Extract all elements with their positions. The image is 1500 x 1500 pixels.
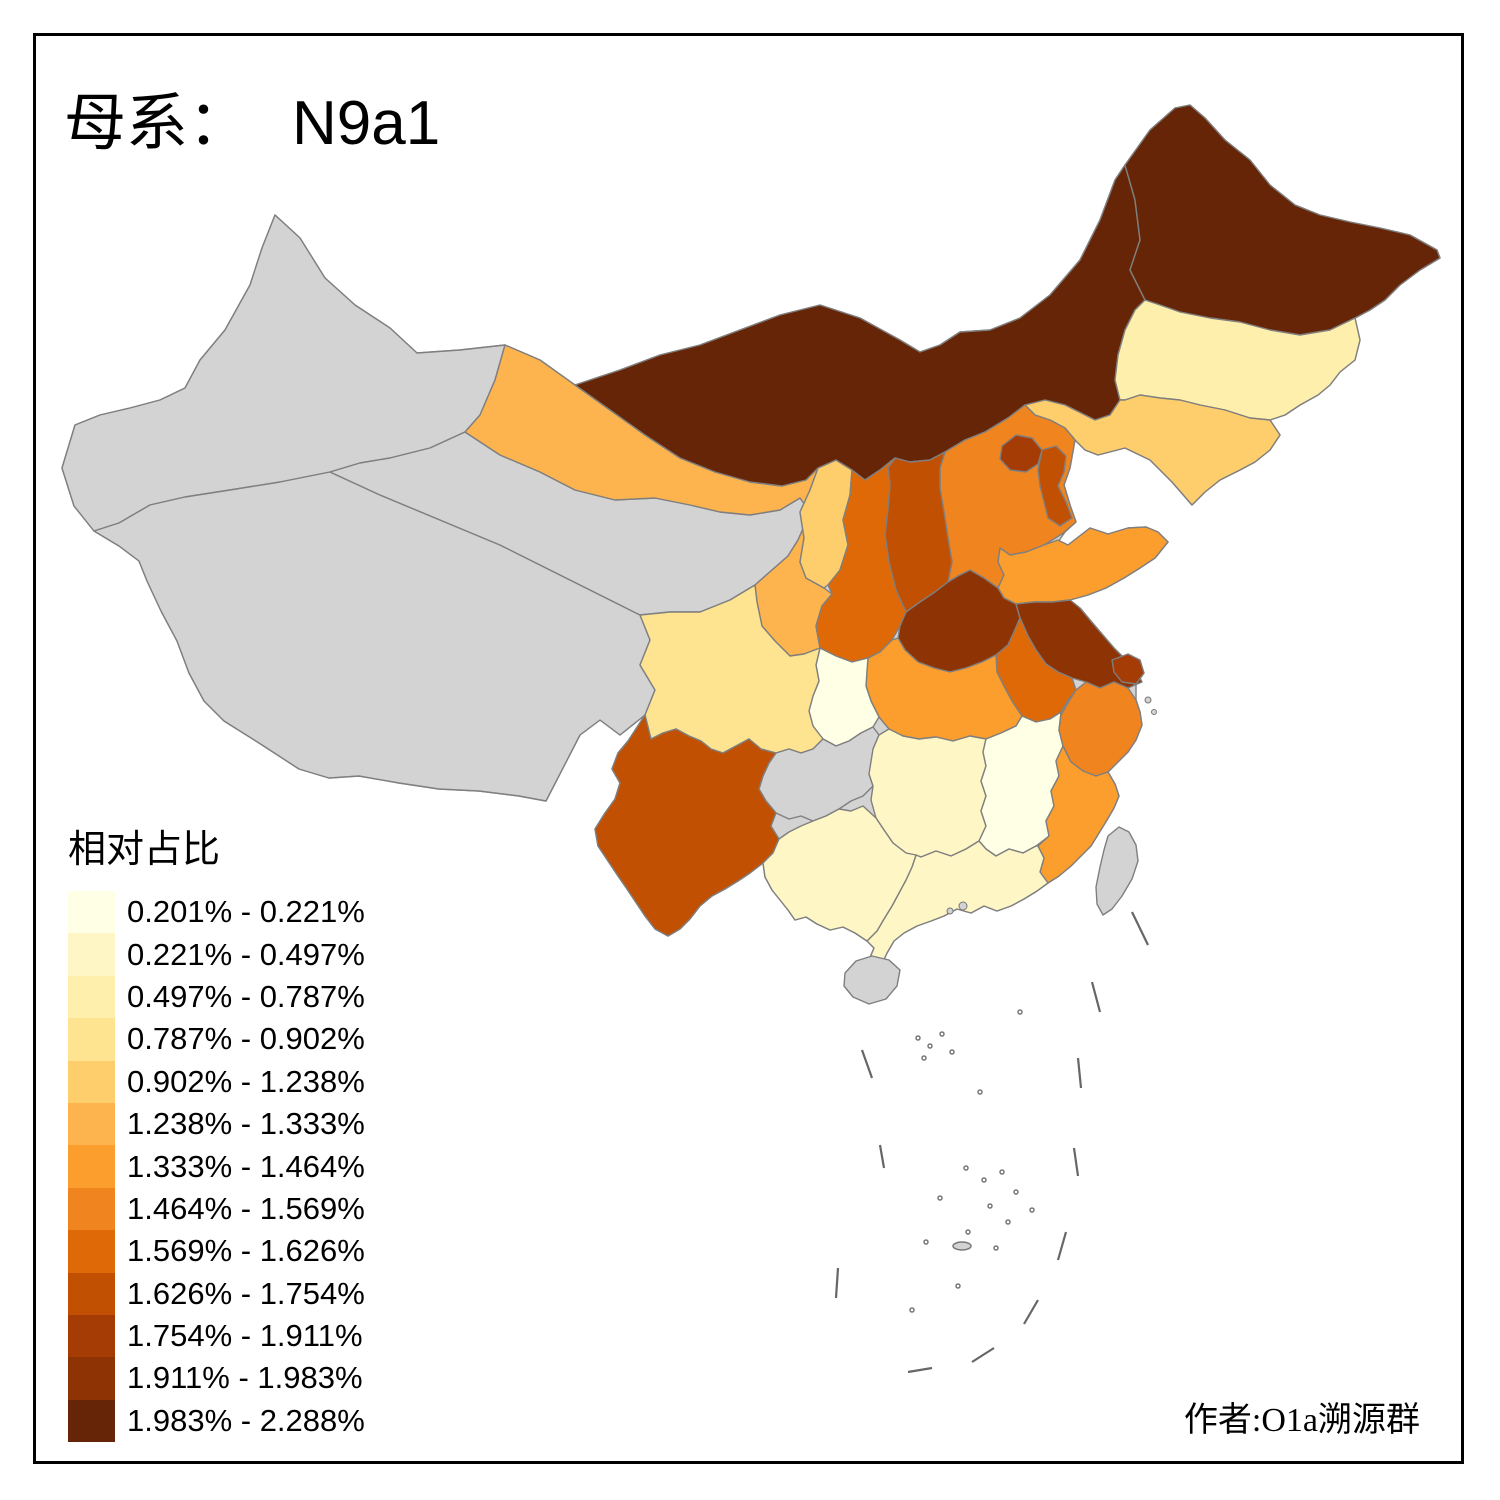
legend-label: 1.983% - 2.288% [127, 1402, 365, 1438]
legend-item: 0.497% - 0.787% [68, 975, 365, 1019]
province-taiwan [1095, 826, 1139, 916]
legend-item: 1.238% - 1.333% [68, 1102, 365, 1146]
legend-swatch [68, 1187, 115, 1231]
legend-item: 0.221% - 0.497% [68, 933, 365, 976]
legend-swatch [68, 1314, 115, 1358]
legend-item: 0.787% - 0.902% [68, 1018, 365, 1061]
legend-item: 1.911% - 1.983% [68, 1357, 365, 1400]
legend-swatch [68, 1272, 115, 1315]
legend-item: 1.569% - 1.626% [68, 1230, 365, 1273]
legend-label: 1.238% - 1.333% [127, 1106, 365, 1142]
legend-item: 1.754% - 1.911% [68, 1314, 365, 1358]
legend-swatch [68, 1018, 115, 1061]
title-haplogroup: N9a1 [292, 89, 441, 158]
province-jilin [1114, 299, 1361, 421]
legend-swatch [68, 1145, 115, 1188]
province-guangxi [762, 805, 917, 942]
province-fujian [1037, 745, 1120, 884]
province-tianjin [1037, 445, 1073, 527]
legend-item: 1.464% - 1.569% [68, 1187, 365, 1231]
nine-dash-line [834, 911, 1149, 1374]
coastal-islands [946, 696, 1157, 915]
province-hainan [843, 955, 901, 1005]
legend-label: 1.333% - 1.464% [127, 1148, 365, 1184]
sea-islets [909, 1009, 1035, 1313]
legend-swatch [68, 1399, 115, 1443]
legend-item: 0.902% - 1.238% [68, 1060, 365, 1103]
province-shanghai [1111, 653, 1145, 685]
province-zhejiang [1058, 681, 1143, 777]
legend-item: 1.626% - 1.754% [68, 1272, 365, 1315]
legend-item: 1.333% - 1.464% [68, 1145, 365, 1188]
legend-swatch [68, 891, 115, 934]
legend-label: 1.464% - 1.569% [127, 1190, 365, 1226]
legend-rows: 0.201% - 0.221% 0.221% - 0.497% 0.497% - 0… [68, 891, 365, 1443]
legend-swatch [68, 1357, 115, 1400]
legend-title: 相对占比 [68, 829, 221, 871]
page-title: 母系： N9a1 [64, 72, 440, 162]
legend-label: 1.626% - 1.754% [127, 1275, 365, 1311]
legend-label: 0.497% - 0.787% [127, 978, 365, 1014]
legend-label: 0.201% - 0.221% [127, 894, 365, 930]
legend-label: 0.787% - 0.902% [127, 1021, 365, 1057]
author-credit: 作者:O1a溯源群 [1183, 1402, 1420, 1439]
legend-swatch [68, 1230, 115, 1273]
legend-label: 1.569% - 1.626% [127, 1233, 365, 1269]
legend-label: 1.911% - 1.983% [127, 1360, 363, 1396]
province-yunnan [594, 714, 780, 937]
legend-swatch [68, 1060, 115, 1103]
legend-swatch [68, 975, 115, 1019]
legend-item: 0.201% - 0.221% [68, 891, 365, 934]
legend: 相对占比 0.201% - 0.221% 0.221% - 0.497% 0.497… [68, 818, 365, 1443]
legend-item: 1.983% - 2.288% [68, 1399, 365, 1443]
legend-label: 0.902% - 1.238% [127, 1063, 365, 1099]
province-beijing [999, 434, 1043, 473]
legend-swatch [68, 1102, 115, 1146]
legend-label: 0.221% - 0.497% [127, 936, 365, 972]
legend-label: 1.754% - 1.911% [127, 1318, 363, 1354]
title-prefix: 母系： [64, 90, 251, 158]
legend-swatch [68, 933, 115, 976]
province-heilongjiang [1124, 104, 1441, 336]
province-liaoning [1024, 394, 1281, 506]
